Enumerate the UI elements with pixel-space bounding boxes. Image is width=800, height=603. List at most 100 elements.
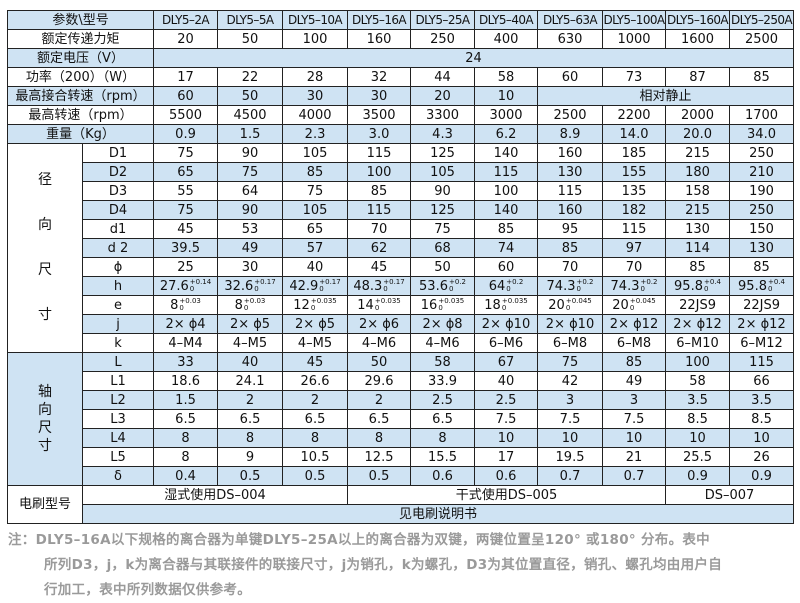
value-cell: 14.0: [602, 124, 667, 144]
table-row: 最高转速（rpm） 5500 4500 4000 3500 3300 3000 2500 220…: [6, 105, 795, 125]
value-cell: 3.5: [729, 390, 795, 410]
value-cell: 18.6: [153, 371, 219, 391]
value-cell: 2× ϕ8: [410, 314, 476, 334]
value-cell: 5500: [153, 105, 219, 125]
table-row: k 4–M4 4–M5 4–M5 4–M6 4–M6 6–M6 6–M8 6–M8 6–M10 6–…: [8, 333, 795, 353]
group-char: 尺: [38, 420, 52, 436]
value-cell: 250: [729, 143, 795, 163]
tolerance-lo: 0: [565, 304, 571, 312]
model-header: DLY5–2A: [153, 10, 219, 30]
dimension-label: d 2: [81, 238, 155, 258]
value-cell: 6.5: [282, 409, 349, 429]
tolerance-cell: 32.6 +0.17 0: [217, 276, 284, 296]
tolerance-cell: 64 +0.2 0: [474, 276, 539, 296]
value-cell: 60: [153, 86, 219, 106]
table-row: 最高接合转速（rpm） 60 50 30 30 20 10 相对静止: [6, 86, 795, 106]
value-cell: 182: [602, 200, 667, 220]
tolerance: +0.17 0: [383, 279, 404, 293]
value-cell: 0.5: [347, 466, 412, 486]
model-header: DLY5–16A: [347, 10, 412, 30]
tolerance-cell: 95.8 +0.4 0: [729, 276, 795, 296]
nominal-value: 74.3: [546, 278, 576, 294]
value-cell: 7.5: [474, 409, 539, 429]
value-cell: 2× ϕ10: [537, 314, 604, 334]
value-cell: 160: [537, 143, 604, 163]
value-cell: 20.0: [665, 124, 731, 144]
brush-manual: 见电刷说明书: [81, 504, 795, 524]
value-cell: 3: [602, 390, 667, 410]
tolerance-cell: 74.3 +0.2 0: [602, 276, 667, 296]
tolerance-cell: 53.6 +0.2 0: [410, 276, 476, 296]
value-cell: 125: [410, 200, 476, 220]
dimension-label: D1: [81, 143, 155, 163]
value-cell: 97: [602, 238, 667, 258]
tolerance: +0.4 0: [768, 279, 785, 293]
tolerance-up: +0.2: [448, 278, 466, 286]
value-cell: 10: [474, 86, 539, 106]
tolerance: +0.035 0: [375, 298, 401, 312]
tolerance: +0.17 0: [254, 279, 275, 293]
value-cell: 21: [602, 447, 667, 467]
nominal-value: 64: [488, 278, 506, 294]
value-cell: 3500: [347, 105, 412, 125]
value-cell: 2.3: [282, 124, 349, 144]
value-cell: 75: [282, 181, 349, 201]
value-cell: 58: [474, 67, 539, 87]
value-cell: 75: [153, 143, 219, 163]
value-cell: 155: [602, 162, 667, 182]
param-label: 重量（Kg）: [6, 124, 155, 144]
table-row: L3 6.5 6.5 6.5 6.5 6.5 7.5 7.5 7.5 8.5 8.5: [8, 409, 795, 429]
value-cell: 4–M5: [282, 333, 349, 353]
value-cell: 0.6: [474, 466, 539, 486]
value-cell: 49: [602, 371, 667, 391]
table-row: L1 18.6 24.1 26.6 29.6 33.9 40 42 49 58 66: [8, 371, 795, 391]
value-cell: 100: [474, 181, 539, 201]
value-cell: 8: [282, 428, 349, 448]
value-cell: 10: [602, 428, 667, 448]
value-cell: 140: [474, 143, 539, 163]
value-cell: 105: [282, 143, 349, 163]
tolerance: +0.2 0: [576, 279, 593, 293]
value-cell: 8.5: [665, 409, 731, 429]
dimension-label: h: [81, 276, 155, 296]
value-cell: 67: [474, 352, 539, 372]
value-cell: 26.6: [282, 371, 349, 391]
table-row: 额定电压（V） 24: [6, 48, 795, 68]
tolerance-up: +0.4: [767, 278, 785, 286]
param-label: 功率（200）（W）: [6, 67, 155, 87]
table-row: L2 1.5 2 2 2 2.5 2.5 3 3 3.5 3.5: [8, 390, 795, 410]
value-cell: 15.5: [410, 447, 476, 467]
value-cell: 115: [347, 200, 412, 220]
value-cell: 12.5: [347, 447, 412, 467]
value-cell: 3: [537, 390, 604, 410]
value-cell: 160: [537, 200, 604, 220]
tolerance-lo: 0: [310, 304, 316, 312]
value-cell: 22JS9: [729, 295, 795, 315]
value-cell: 0.4: [153, 466, 219, 486]
tolerance-up: +0.2: [576, 278, 594, 286]
value-cell: 2: [347, 390, 412, 410]
value-cell: 44: [410, 67, 476, 87]
model-header: DLY5–100A: [602, 10, 667, 30]
value-cell: 6–M8: [537, 333, 604, 353]
value-cell: 3.0: [347, 124, 412, 144]
param-label: 额定电压（V）: [6, 48, 155, 68]
value-cell: 3.5: [665, 390, 731, 410]
group-char: 轴: [38, 384, 52, 400]
nominal-value: 53.6: [419, 278, 448, 294]
value-cell: 6.5: [217, 409, 284, 429]
value-cell: 6.5: [153, 409, 219, 429]
model-header: DLY5–250A: [729, 10, 795, 30]
value-cell: 9: [217, 447, 284, 467]
value-cell: 85: [729, 67, 795, 87]
value-cell: 8: [153, 428, 219, 448]
group-char: 径: [38, 172, 52, 188]
value-cell: 140: [474, 200, 539, 220]
value-cell: 1.5: [217, 124, 284, 144]
value-cell: 2000: [665, 105, 731, 125]
value-cell: 1600: [665, 29, 731, 49]
tolerance-up: +0.17: [383, 278, 405, 286]
nominal-value: 14: [357, 297, 374, 313]
value-cell: 1700: [729, 105, 795, 125]
value-cell: 20: [410, 86, 476, 106]
